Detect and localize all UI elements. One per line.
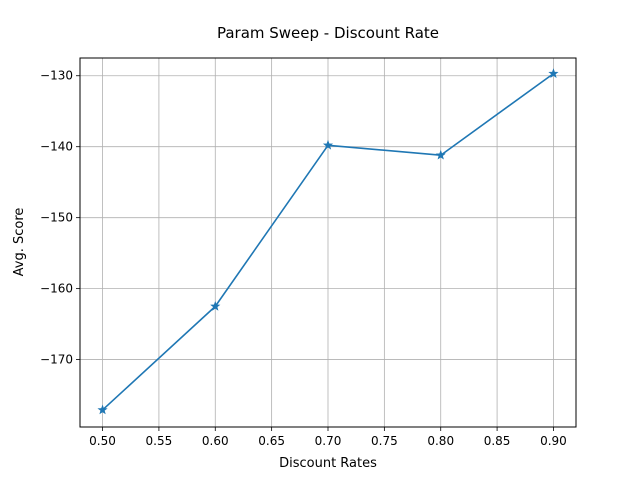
data-point (97, 404, 108, 415)
y-axis-label: Avg. Score (12, 208, 27, 277)
x-tick-label: 0.65 (258, 434, 285, 448)
y-tick-label: −130 (40, 69, 73, 83)
y-tick-label: −170 (40, 353, 73, 367)
x-tick-label: 0.90 (540, 434, 567, 448)
chart-title: Param Sweep - Discount Rate (217, 24, 439, 42)
x-tick-label: 0.85 (484, 434, 511, 448)
data-point (210, 301, 221, 311)
y-tick-label: −160 (40, 282, 73, 296)
data-point (322, 139, 334, 150)
x-axis: 0.50 0.55 0.60 0.65 0.70 0.75 0.80 0.85 0.90 (89, 427, 567, 448)
x-tick-label: 0.55 (146, 434, 173, 448)
series-layer (97, 68, 559, 415)
x-tick-label: 0.60 (202, 434, 229, 448)
plot-frame (79, 57, 577, 428)
y-axis: −170 −160 −150 −140 −130 (40, 69, 80, 367)
x-tick-label: 0.70 (315, 434, 342, 448)
x-axis-label: Discount Rates (279, 456, 377, 471)
y-tick-label: −150 (40, 211, 73, 225)
x-tick-label: 0.80 (427, 434, 454, 448)
y-tick-label: −140 (40, 140, 73, 154)
data-point (548, 68, 559, 78)
x-tick-label: 0.75 (371, 434, 398, 448)
x-tick-label: 0.50 (89, 434, 116, 448)
data-point (435, 149, 446, 160)
